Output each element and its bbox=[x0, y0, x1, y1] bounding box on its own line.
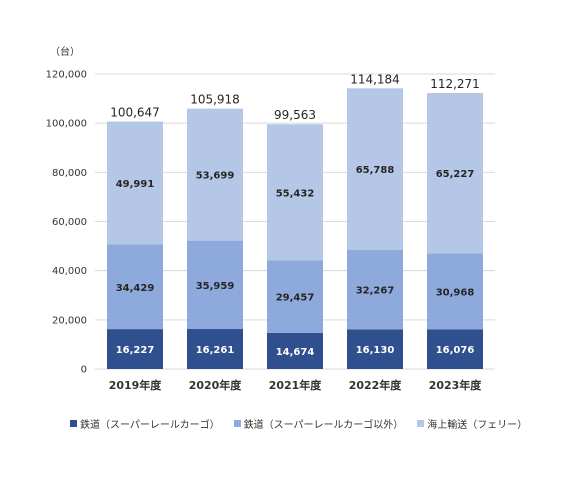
y-tick-label: 100,000 bbox=[46, 119, 87, 130]
segment-value-label: 16,227 bbox=[116, 345, 155, 356]
x-tick-label: 2022年度 bbox=[349, 378, 403, 392]
x-tick-label: 2019年度 bbox=[109, 378, 163, 392]
bars bbox=[107, 88, 483, 369]
data-labels: 16,227 34,429 49,991 100,647 16,261 35,959 53,… bbox=[110, 72, 480, 358]
segment-value-label: 49,991 bbox=[116, 179, 155, 190]
bar-segment bbox=[347, 250, 403, 330]
x-axis-tick-labels: 2019年度 2020年度 2021年度 2022年度 2023年度 bbox=[109, 378, 483, 392]
segment-value-label: 55,432 bbox=[276, 188, 315, 199]
bar-segment bbox=[187, 108, 243, 241]
bar-segment bbox=[347, 329, 403, 369]
legend-swatch-rail-src bbox=[70, 419, 77, 427]
segment-value-label: 16,076 bbox=[436, 345, 475, 356]
y-tick-label: 40,000 bbox=[52, 266, 87, 277]
y-tick-label: 60,000 bbox=[52, 217, 87, 228]
segment-value-label: 30,968 bbox=[436, 287, 475, 298]
legend-item-ferry: 海上輸送（フェリー） bbox=[417, 416, 527, 431]
segment-value-label: 53,699 bbox=[196, 171, 235, 182]
bar-segment bbox=[347, 88, 403, 251]
legend-item-rail-src: 鉄道（スーパーレールカーゴ） bbox=[70, 416, 220, 431]
x-tick-label: 2023年度 bbox=[429, 378, 483, 392]
legend-label-rail-src: 鉄道（スーパーレールカーゴ） bbox=[80, 419, 220, 431]
legend-label-ferry: 海上輸送（フェリー） bbox=[427, 419, 528, 431]
bar-total-label: 100,647 bbox=[110, 106, 160, 120]
y-tick-label: 80,000 bbox=[52, 168, 87, 179]
bar-segment bbox=[427, 253, 483, 330]
bar-segment bbox=[107, 121, 163, 245]
x-tick-label: 2020年度 bbox=[189, 378, 243, 392]
legend-swatch-ferry bbox=[417, 419, 425, 427]
segment-value-label: 65,788 bbox=[356, 165, 395, 176]
legend: 鉄道（スーパーレールカーゴ） 鉄道（スーパーレールカーゴ以外） 海上輸送（フェリ… bbox=[70, 415, 527, 431]
segment-value-label: 29,457 bbox=[276, 293, 315, 304]
legend-item-rail-other: 鉄道（スーパーレールカーゴ以外） bbox=[233, 416, 404, 431]
y-tick-label: 120,000 bbox=[46, 70, 87, 81]
segment-value-label: 16,130 bbox=[356, 345, 395, 356]
segment-value-label: 16,261 bbox=[196, 345, 235, 356]
y-tick-label: 20,000 bbox=[52, 315, 87, 326]
segment-value-label: 34,429 bbox=[116, 283, 155, 294]
y-tick-label: 0 bbox=[81, 365, 87, 376]
bar-segment bbox=[107, 329, 163, 369]
bar-total-label: 105,918 bbox=[190, 93, 240, 107]
bar-segment bbox=[107, 244, 163, 330]
bar-segment bbox=[427, 93, 483, 254]
segment-value-label: 14,674 bbox=[276, 347, 315, 358]
y-axis-unit-label: （台） bbox=[50, 45, 80, 58]
y-axis-tick-labels: 0 20,000 40,000 60,000 80,000 100,000 120,000 bbox=[46, 70, 87, 376]
bar-segment bbox=[427, 329, 483, 369]
x-tick-label: 2021年度 bbox=[269, 378, 323, 392]
legend-swatch-rail-other bbox=[233, 419, 241, 427]
bar-total-label: 114,184 bbox=[350, 72, 400, 86]
bar-segment bbox=[267, 260, 323, 333]
bar-segment bbox=[187, 240, 243, 330]
segment-value-label: 32,267 bbox=[356, 286, 395, 297]
bar-total-label: 99,563 bbox=[274, 108, 316, 122]
bar-segment bbox=[187, 329, 243, 369]
segment-value-label: 65,227 bbox=[436, 169, 475, 180]
bar-total-label: 112,271 bbox=[430, 77, 480, 91]
segment-value-label: 35,959 bbox=[196, 281, 235, 292]
bar-segment bbox=[267, 332, 323, 369]
legend-label-rail-other: 鉄道（スーパーレールカーゴ以外） bbox=[243, 419, 404, 431]
bar-segment bbox=[267, 124, 323, 261]
